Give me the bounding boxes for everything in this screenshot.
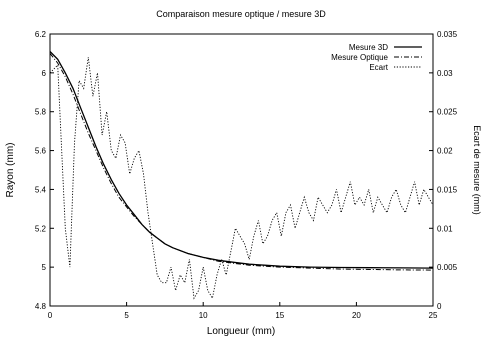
series-line-ecart <box>49 57 434 300</box>
x-axis: 0 5 10 15 20 25 <box>48 302 438 320</box>
x-axis-label: Longueur (mm) <box>207 326 275 337</box>
y2-tick-label: 0.015 <box>437 185 458 194</box>
x-tick-label: 15 <box>275 311 284 320</box>
y-axis-label: Rayon (mm) <box>5 142 16 197</box>
legend-label: Mesure Optique <box>331 53 388 62</box>
y2-tick-label: 0.035 <box>437 30 458 39</box>
x-tick-label: 20 <box>352 311 361 320</box>
y2-tick-label: 0.01 <box>437 224 453 233</box>
y-tick-label: 4.8 <box>35 302 47 311</box>
series-layer <box>49 51 434 300</box>
x-tick-label: 5 <box>124 311 129 320</box>
y-tick-label: 5 <box>42 263 47 272</box>
y2-tick-label: 0.005 <box>437 263 458 272</box>
series-line-mesure-optique <box>49 53 434 271</box>
x-tick-label: 0 <box>48 311 53 320</box>
y2-tick-label: 0.025 <box>437 108 458 117</box>
y-axis-right: 0 0.005 0.01 0.015 0.02 0.025 0.03 0.035 <box>429 30 458 311</box>
x-tick-label: 10 <box>199 311 208 320</box>
plot-frame <box>49 33 434 307</box>
y-tick-label: 5.2 <box>35 224 47 233</box>
y-tick-label: 6 <box>42 69 47 78</box>
y2-axis-label: Ecart de mesure (mm) <box>472 125 482 215</box>
y2-tick-label: 0 <box>437 302 442 311</box>
y-axis-left: 4.8 5 5.2 5.4 5.6 5.8 6 6.2 <box>35 30 54 311</box>
y-tick-label: 5.6 <box>35 147 47 156</box>
y-tick-label: 5.4 <box>35 185 47 194</box>
y-tick-label: 6.2 <box>35 30 47 39</box>
legend-label: Mesure 3D <box>349 43 388 52</box>
chart-title: Comparaison mesure optique / mesure 3D <box>156 9 326 19</box>
y2-tick-label: 0.02 <box>437 147 453 156</box>
legend-label: Ecart <box>369 63 388 72</box>
series-line-mesure-3d <box>49 51 434 269</box>
y-tick-label: 5.8 <box>35 108 47 117</box>
y2-tick-label: 0.03 <box>437 69 453 78</box>
x-tick-label: 25 <box>429 311 438 320</box>
